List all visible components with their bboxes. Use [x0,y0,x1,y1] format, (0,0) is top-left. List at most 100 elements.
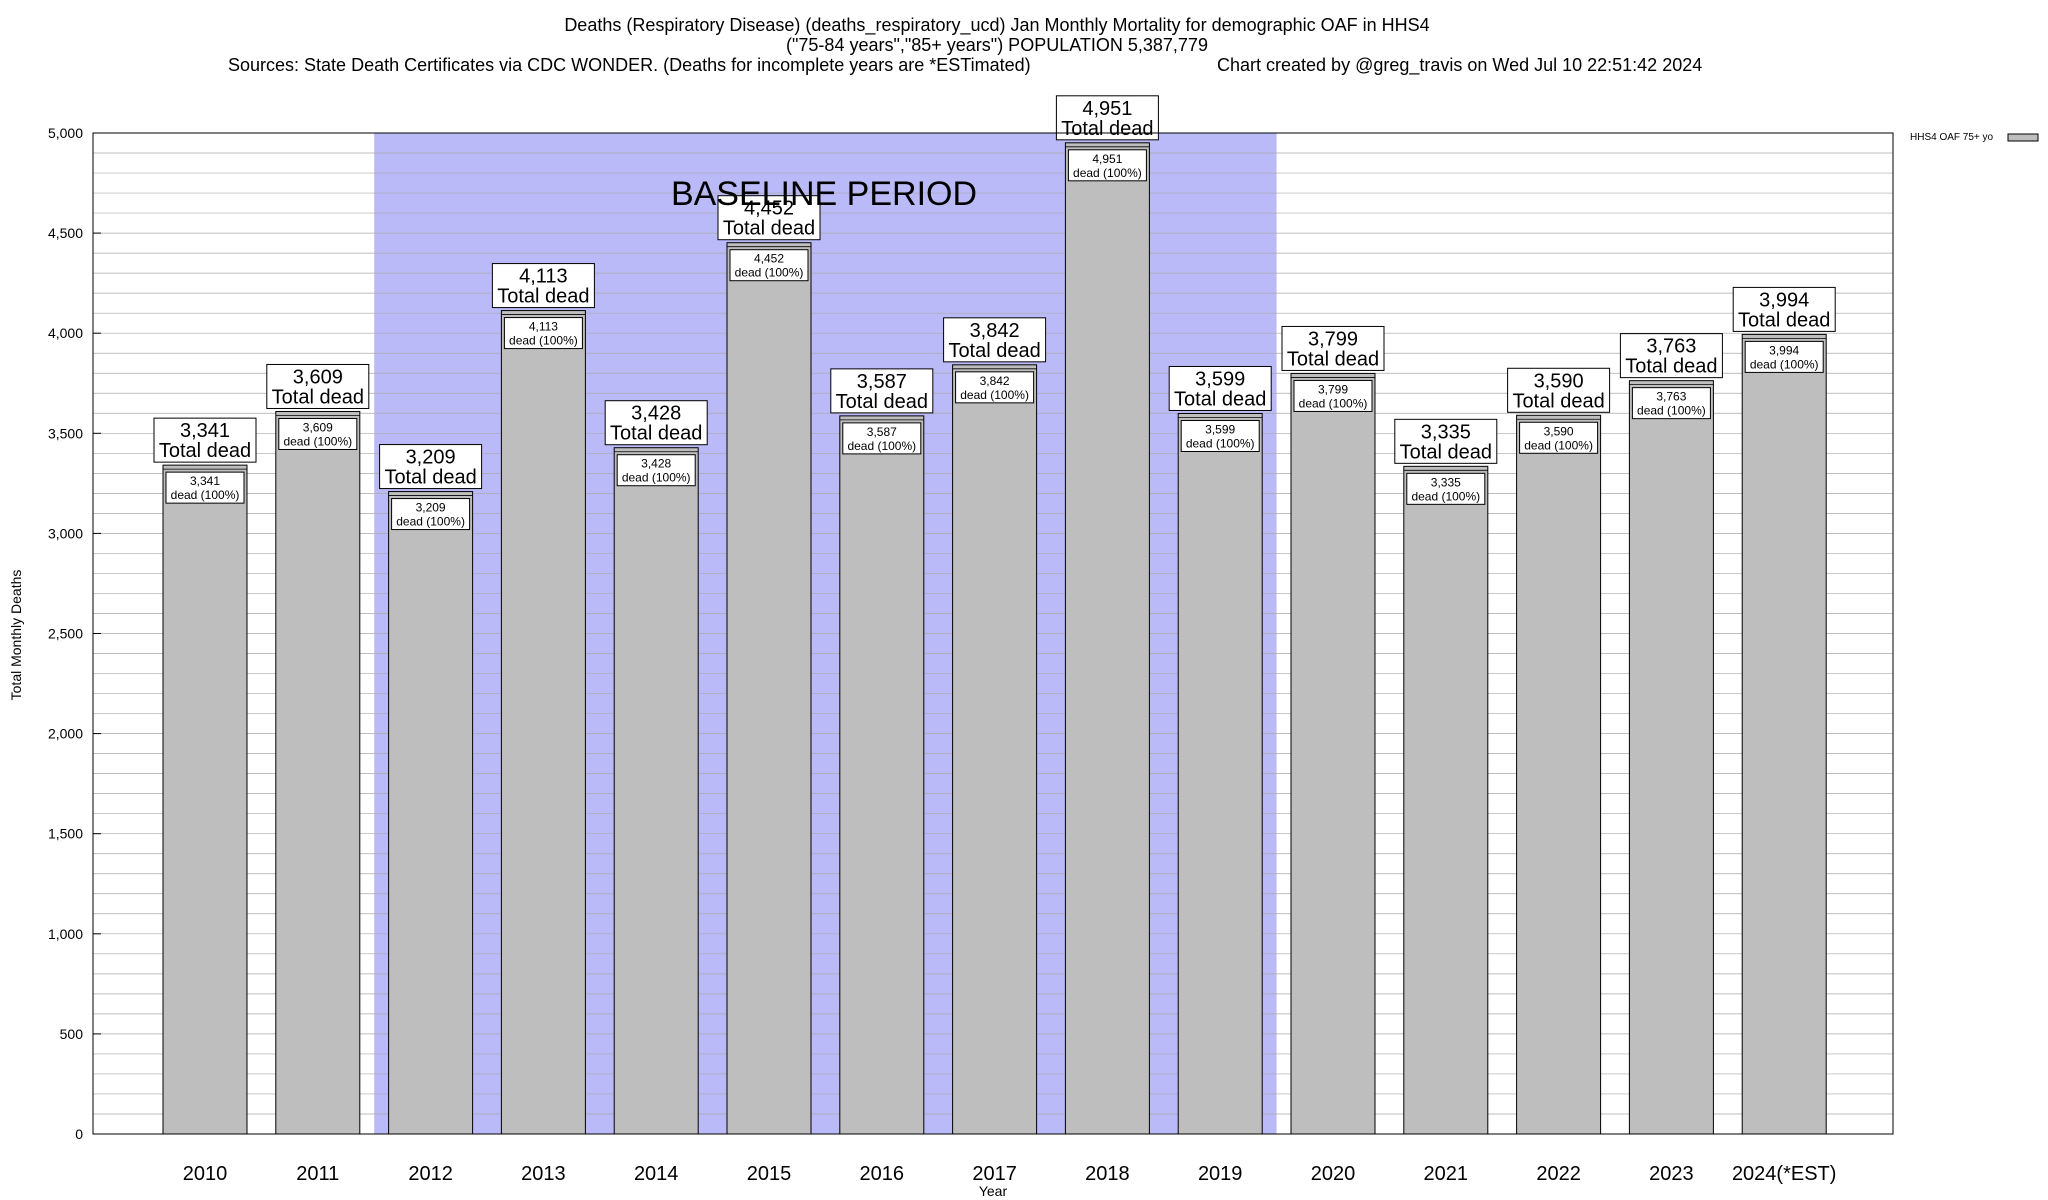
total-dead-label: Total dead [272,386,364,408]
x-tick-label: 2017 [972,1163,1017,1185]
inner-value-label: 3,587 [867,425,897,439]
total-dead-label: Total dead [1512,390,1604,412]
bar-2020 [1290,372,1376,1135]
total-value-label: 4,452 [744,198,794,220]
inner-value-label: 3,994 [1769,343,1799,357]
inner-value-label: 3,763 [1656,390,1686,404]
total-dead-label: Total dead [159,440,251,462]
bar-2017 [952,364,1038,1135]
inner-label-box [391,498,471,531]
total-label-box [1055,95,1159,141]
inner-share-label: dead (100%) [1411,489,1480,503]
y-tick-label: 3,000 [48,525,83,541]
total-value-label: 3,994 [1759,289,1809,311]
legend-swatch [2007,133,2039,142]
total-value-label: 3,590 [1534,370,1584,392]
total-label-box [379,444,483,490]
total-label-box [943,317,1047,363]
total-value-label: 3,599 [1195,368,1245,390]
total-label-box [604,400,708,446]
x-tick-label: 2012 [408,1163,453,1185]
total-label-box [1507,367,1611,413]
bar-2011 [275,410,361,1135]
y-tick-label: 1,000 [48,926,83,942]
baseline-period-label: BASELINE PERIOD [671,175,977,213]
total-value-label: 3,428 [631,403,681,425]
x-tick-label: 2022 [1536,1163,1581,1185]
total-label-box [830,368,934,414]
bar-2014 [613,447,699,1135]
total-dead-label: Total dead [1400,441,1492,463]
bar-2016 [839,415,925,1135]
inner-label-box [842,422,922,455]
inner-value-label: 4,951 [1092,152,1122,166]
total-value-label: 3,609 [293,366,343,388]
inner-share-label: dead (100%) [960,388,1029,402]
total-dead-label: Total dead [610,423,702,445]
bar-2010 [162,464,248,1135]
total-label-box [717,195,821,241]
legend-label: HHS4 OAF 75+ yo [1910,132,1994,143]
bar-2015 [726,242,812,1135]
y-tick-label: 500 [60,1026,84,1042]
y-tick-label: 5,000 [48,125,83,141]
inner-value-label: 3,341 [190,474,220,488]
x-tick-label: 2015 [747,1163,792,1185]
total-label-box [1619,333,1723,379]
inner-value-label: 4,113 [529,320,558,334]
x-tick-label: 2010 [183,1163,228,1185]
total-dead-label: Total dead [1738,309,1830,331]
inner-value-label: 3,209 [416,501,446,515]
bar-2021 [1403,465,1489,1135]
total-value-label: 4,113 [519,266,568,288]
x-tick-label: 2023 [1649,1163,1694,1185]
x-tick-label: 2021 [1424,1163,1469,1185]
inner-value-label: 4,452 [754,252,784,266]
inner-label-box [1744,340,1824,373]
total-label-box [1732,286,1836,332]
bar-2024(*EST) [1741,333,1827,1135]
chart-credit: Chart created by @greg_travis on Wed Jul… [1217,55,1702,76]
inner-label-box [1631,387,1711,420]
total-value-label: 3,341 [180,420,230,442]
x-tick-label: 2016 [860,1163,905,1185]
total-dead-label: Total dead [948,340,1040,362]
bar-2013 [500,310,586,1135]
x-tick-label: 2018 [1085,1163,1130,1185]
inner-share-label: dead (100%) [622,471,691,485]
total-value-label: 3,209 [406,447,456,469]
inner-share-label: dead (100%) [1524,438,1593,452]
inner-value-label: 3,799 [1318,382,1348,396]
total-label-box [1168,365,1272,411]
total-label-box [1281,325,1385,371]
inner-value-label: 3,842 [980,374,1010,388]
inner-share-label: dead (100%) [1637,404,1706,418]
inner-share-label: dead (100%) [171,488,240,502]
total-dead-label: Total dead [384,467,476,489]
inner-value-label: 3,428 [641,457,671,471]
inner-label-box [165,471,245,504]
inner-label-box [955,371,1035,404]
y-axis-label: Total Monthly Deaths [8,570,24,701]
bar-2022 [1516,414,1602,1135]
inner-share-label: dead (100%) [1299,396,1368,410]
inner-value-label: 3,599 [1205,422,1235,436]
y-tick-label: 4,500 [48,225,83,241]
x-tick-label: 2011 [296,1163,339,1185]
total-dead-label: Total dead [836,391,928,413]
inner-label-box [1067,149,1147,182]
x-tick-label: 2019 [1198,1163,1243,1185]
legend: HHS4 OAF 75+ yo [1910,132,2039,143]
x-axis-label: Year [979,1183,1008,1199]
total-dead-label: Total dead [1174,388,1266,410]
inner-share-label: dead (100%) [1186,436,1255,450]
inner-share-label: dead (100%) [509,334,578,348]
x-axis-labels: 2010 2011 2012 2013 2014 2015 2016 2017 2018 2019… [183,1163,1837,1185]
bar-2018 [1064,142,1150,1135]
inner-value-label: 3,335 [1431,475,1461,489]
chart-sources: Sources: State Death Certificates via CD… [228,55,1031,75]
inner-label-box [1293,379,1373,412]
chart-title-line-2: ("75-84 years","85+ years") POPULATION 5… [786,35,1208,55]
